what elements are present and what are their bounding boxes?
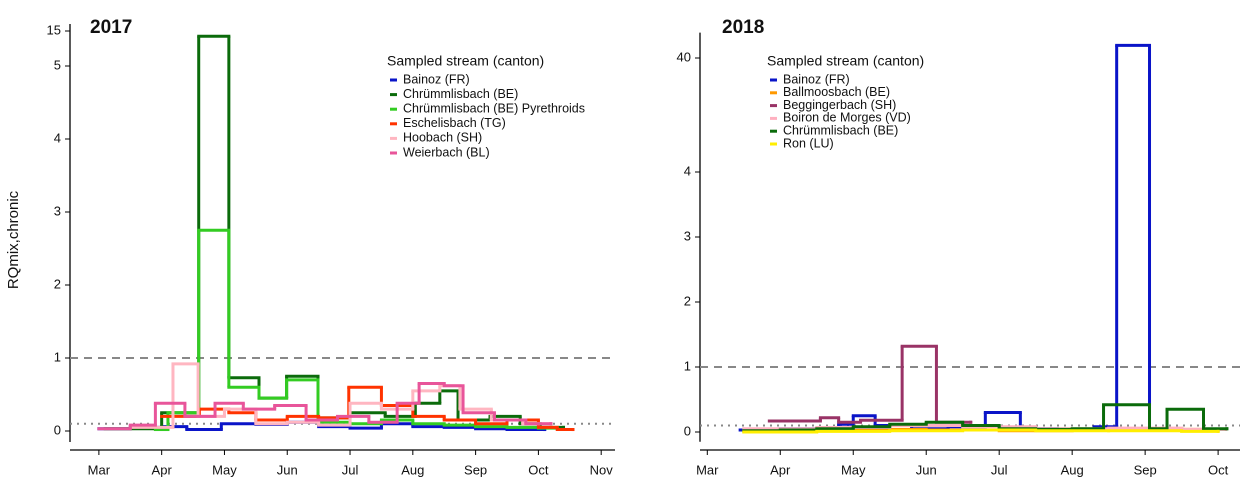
y-tick-label: 5: [54, 57, 61, 72]
legend-title: Sampled stream (canton): [767, 53, 924, 69]
legend-label: Chrümmlisbach (BE): [783, 123, 898, 137]
x-tick-label: Sep: [1134, 462, 1157, 477]
y-tick-label: 4: [54, 130, 61, 145]
x-tick-label: May: [841, 462, 866, 477]
y-tick-label: 4: [684, 163, 691, 178]
x-tick-label: Jul: [991, 462, 1008, 477]
legend-label: Chrümmlisbach (BE) Pyrethroids: [403, 101, 585, 115]
legend-label: Hoobach (SH): [403, 131, 482, 145]
legend-label: Chrümmlisbach (BE): [403, 87, 518, 101]
y-tick-label: 3: [54, 203, 61, 218]
x-tick-label: Aug: [401, 462, 424, 477]
x-tick-label: Oct: [528, 462, 549, 477]
legend-label: Beggingerbach (SH): [783, 98, 896, 112]
legend-label: Eschelisbach (TG): [403, 116, 506, 130]
x-tick-label: Sep: [464, 462, 487, 477]
x-tick-label: Apr: [152, 462, 173, 477]
x-tick-label: Jun: [277, 462, 298, 477]
x-tick-label: Aug: [1061, 462, 1084, 477]
legend-title: Sampled stream (canton): [387, 53, 544, 69]
y-axis-label: RQmix,chronic: [5, 190, 22, 289]
x-tick-label: Oct: [1208, 462, 1229, 477]
x-tick-label: May: [212, 462, 237, 477]
y-tick-label: 0: [684, 423, 691, 438]
x-tick-label: Apr: [770, 462, 791, 477]
x-tick-label: Mar: [88, 462, 111, 477]
y-tick-label: 1: [684, 358, 691, 373]
legend-label: Bainoz (FR): [783, 72, 850, 86]
y-tick-label: 2: [54, 276, 61, 291]
legend-label: Bainoz (FR): [403, 72, 470, 86]
legend-label: Ron (LU): [783, 136, 834, 150]
y-tick-label: 3: [684, 228, 691, 243]
y-tick-label: 2: [684, 293, 691, 308]
legend-label: Weierbach (BL): [403, 145, 490, 159]
legend-label: Ballmoosbach (BE): [783, 85, 890, 99]
x-tick-label: Mar: [696, 462, 719, 477]
y-tick-label: 40: [677, 49, 691, 64]
y-tick-label: 15: [47, 22, 61, 37]
y-tick-label: 0: [54, 422, 61, 437]
x-tick-label: Jul: [342, 462, 359, 477]
chart-title: 2017: [90, 17, 132, 38]
x-tick-label: Nov: [590, 462, 614, 477]
x-tick-label: Jun: [916, 462, 937, 477]
chart-title: 2018: [722, 17, 764, 38]
y-tick-label: 1: [54, 349, 61, 364]
legend-label: Boiron de Morges (VD): [783, 111, 911, 125]
